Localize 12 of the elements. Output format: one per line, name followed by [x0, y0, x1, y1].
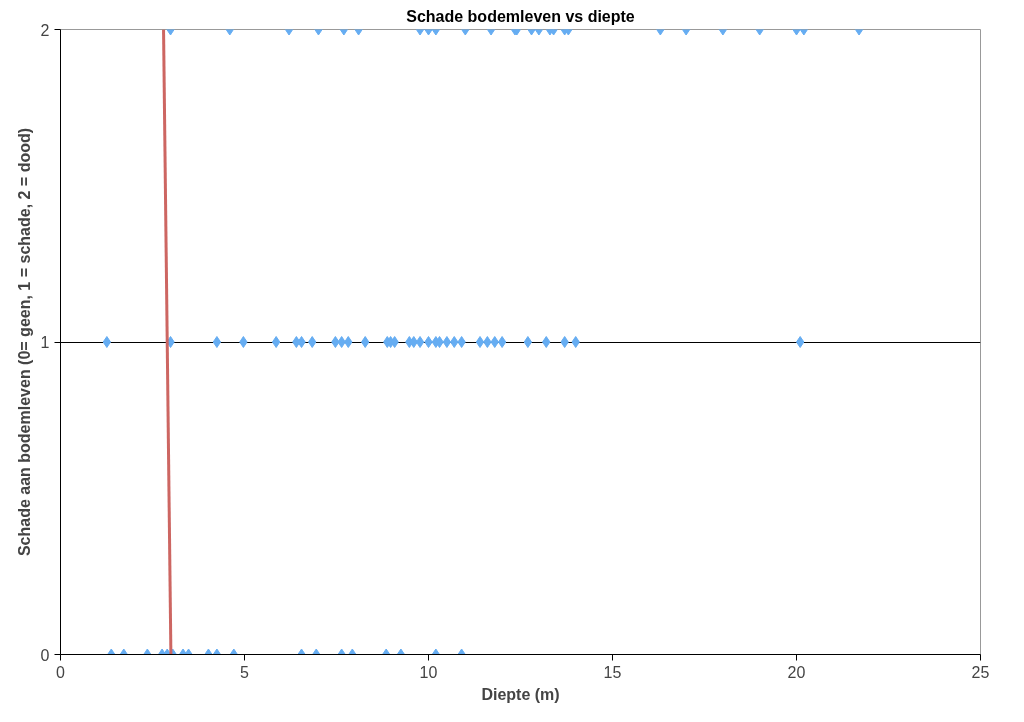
x-tick-label: 10 [419, 663, 438, 681]
y-axis-title: Schade aan bodemleven (0= geen, 1 = schade, 2 = dood) [15, 127, 33, 557]
x-tick-label: 0 [56, 663, 66, 681]
x-tick-label: 15 [603, 663, 622, 681]
x-tick-label: 20 [787, 663, 806, 681]
chart-title: Schade bodemleven vs diepte [406, 7, 635, 25]
y-tick-label: 1 [40, 334, 50, 351]
y-tick-label: 0 [40, 646, 50, 664]
x-axis-title: Diepte (m) [481, 685, 560, 703]
x-tick-label: 25 [971, 663, 990, 681]
x-tick-label: 5 [240, 663, 250, 681]
y-tick-label: 2 [40, 21, 50, 39]
